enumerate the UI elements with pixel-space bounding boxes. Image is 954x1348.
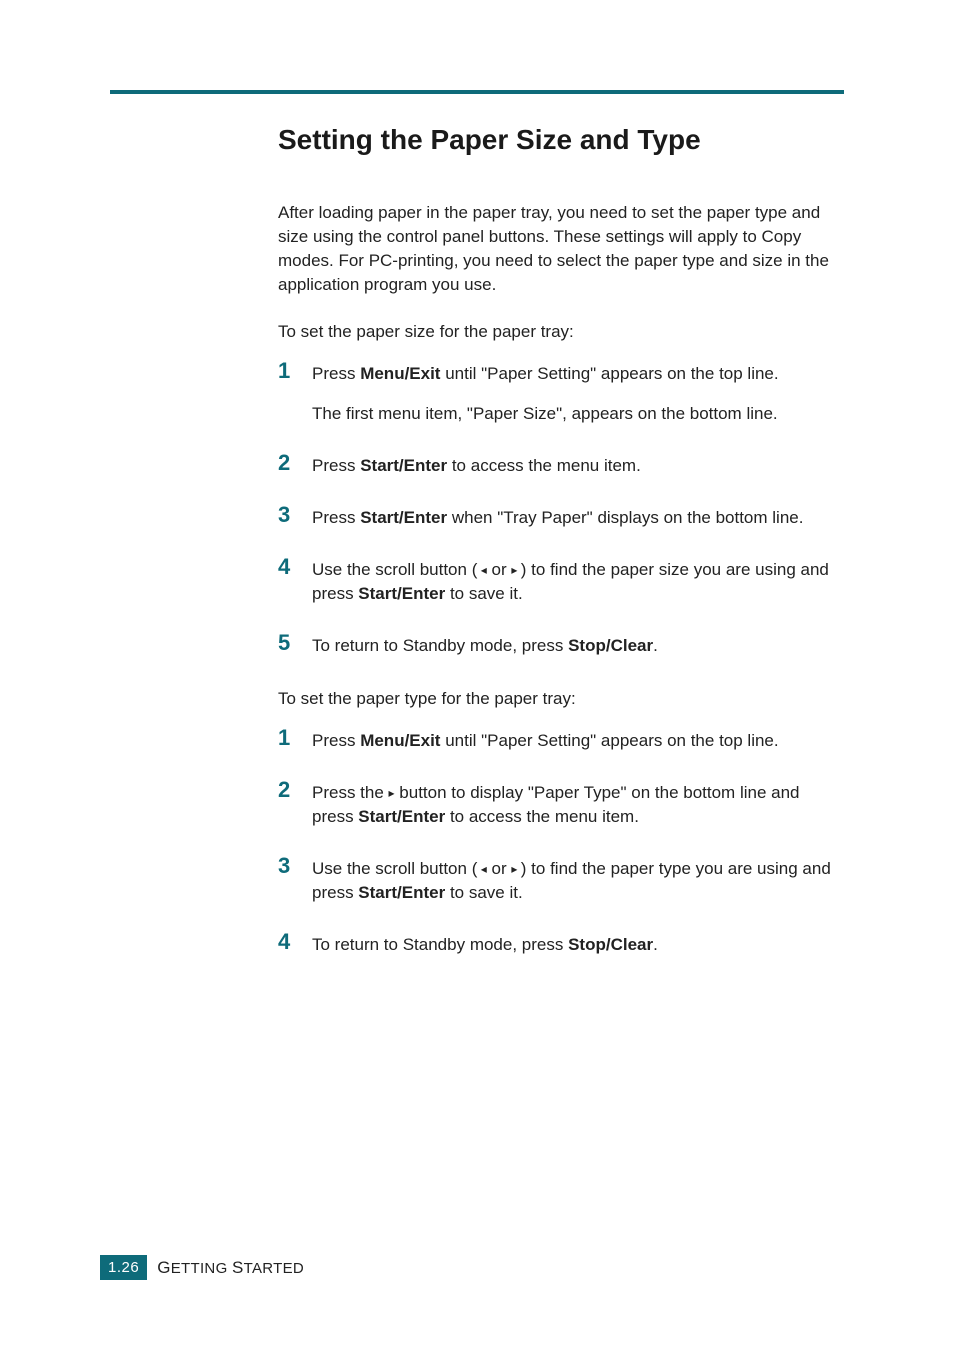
step-item: 4 To return to Standby mode, press Stop/…	[278, 933, 844, 957]
step-number: 1	[278, 725, 304, 751]
step-number: 3	[278, 502, 304, 528]
step-text: until "Paper Setting" appears on the top…	[440, 731, 778, 750]
section2-steps: 1 Press Menu/Exit until "Paper Setting" …	[278, 729, 844, 958]
step-text: or	[487, 859, 512, 878]
step-bold: Menu/Exit	[360, 731, 440, 750]
step-bold: Start/Enter	[360, 456, 447, 475]
step-text: .	[653, 935, 658, 954]
step-text: until "Paper Setting" appears on the top…	[440, 364, 778, 383]
step-number: 3	[278, 853, 304, 879]
step-text: Press	[312, 508, 360, 527]
step-item: 1 Press Menu/Exit until "Paper Setting" …	[278, 729, 844, 753]
step-number: 2	[278, 450, 304, 476]
step-subtext: The first menu item, "Paper Size", appea…	[312, 402, 844, 426]
step-number: 1	[278, 358, 304, 384]
step-text: Use the scroll button (	[312, 859, 481, 878]
step-bold: Start/Enter	[360, 508, 447, 527]
footer-section-label: GETTING STARTED	[157, 1258, 304, 1278]
step-text: or	[487, 560, 512, 579]
step-item: 4 Use the scroll button ( ◂ or ▸ ) to fi…	[278, 558, 844, 606]
page-footer: 1.26 GETTING STARTED	[100, 1255, 304, 1280]
step-bold: Start/Enter	[358, 807, 445, 826]
step-bold: Start/Enter	[358, 584, 445, 603]
step-text: Press	[312, 731, 360, 750]
step-item: 2 Press Start/Enter to access the menu i…	[278, 454, 844, 478]
intro-paragraph: After loading paper in the paper tray, y…	[278, 201, 844, 298]
step-number: 2	[278, 777, 304, 803]
top-rule	[110, 90, 844, 94]
step-body: Press Start/Enter to access the menu ite…	[312, 454, 844, 478]
step-number: 5	[278, 630, 304, 656]
step-text: to save it.	[445, 584, 522, 603]
step-bold: Stop/Clear	[568, 636, 653, 655]
step-body: Press Start/Enter when "Tray Paper" disp…	[312, 506, 844, 530]
step-number: 4	[278, 929, 304, 955]
step-text: Press the	[312, 783, 389, 802]
page-number-badge: 1.26	[100, 1255, 147, 1280]
step-text: to save it.	[445, 883, 522, 902]
step-text: to access the menu item.	[447, 456, 641, 475]
step-text: Press	[312, 364, 360, 383]
step-item: 1 Press Menu/Exit until "Paper Setting" …	[278, 362, 844, 426]
step-text: To return to Standby mode, press	[312, 636, 568, 655]
step-item: 5 To return to Standby mode, press Stop/…	[278, 634, 844, 658]
step-text: to access the menu item.	[445, 807, 639, 826]
step-text: To return to Standby mode, press	[312, 935, 568, 954]
step-body: Press the ▸ button to display "Paper Typ…	[312, 781, 844, 829]
step-text: when "Tray Paper" displays on the bottom…	[447, 508, 803, 527]
step-bold: Stop/Clear	[568, 935, 653, 954]
page-title: Setting the Paper Size and Type	[278, 122, 844, 157]
step-item: 3 Use the scroll button ( ◂ or ▸ ) to fi…	[278, 857, 844, 905]
step-body: To return to Standby mode, press Stop/Cl…	[312, 634, 844, 658]
step-bold: Menu/Exit	[360, 364, 440, 383]
step-body: To return to Standby mode, press Stop/Cl…	[312, 933, 844, 957]
step-bold: Start/Enter	[358, 883, 445, 902]
step-item: 3 Press Start/Enter when "Tray Paper" di…	[278, 506, 844, 530]
section2-lead: To set the paper type for the paper tray…	[278, 687, 844, 711]
step-text: Press	[312, 456, 360, 475]
step-body: Press Menu/Exit until "Paper Setting" ap…	[312, 362, 844, 386]
step-number: 4	[278, 554, 304, 580]
content-column: Setting the Paper Size and Type After lo…	[110, 122, 844, 957]
step-text: .	[653, 636, 658, 655]
section1-steps: 1 Press Menu/Exit until "Paper Setting" …	[278, 362, 844, 659]
section1-lead: To set the paper size for the paper tray…	[278, 320, 844, 344]
step-body: Use the scroll button ( ◂ or ▸ ) to find…	[312, 857, 844, 905]
step-item: 2 Press the ▸ button to display "Paper T…	[278, 781, 844, 829]
page: Setting the Paper Size and Type After lo…	[0, 0, 954, 1348]
step-body: Press Menu/Exit until "Paper Setting" ap…	[312, 729, 844, 753]
step-body: Use the scroll button ( ◂ or ▸ ) to find…	[312, 558, 844, 606]
step-text: Use the scroll button (	[312, 560, 481, 579]
